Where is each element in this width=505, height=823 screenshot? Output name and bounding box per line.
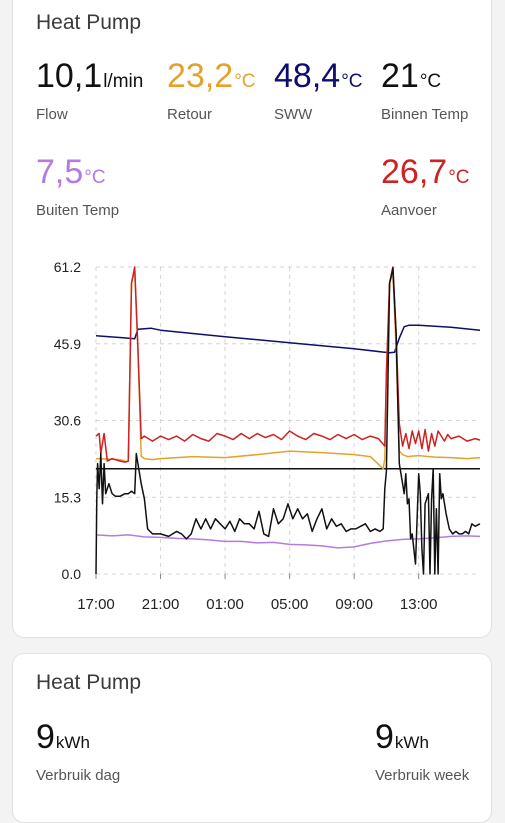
buiten-temp-value-row: 7,5°C bbox=[36, 155, 119, 189]
x-tick-label: 21:00 bbox=[142, 596, 180, 613]
x-tick-label: 13:00 bbox=[400, 596, 438, 613]
y-tick-label: 0.0 bbox=[62, 566, 82, 582]
verbruik-week-stat[interactable]: 9kWh Verbruik week bbox=[375, 720, 469, 784]
series-line-flow bbox=[95, 267, 481, 575]
buiten-temp-label: Buiten Temp bbox=[36, 202, 120, 219]
flow-value: 10,1 bbox=[36, 57, 103, 95]
verbruik-week-label: Verbruik week bbox=[375, 767, 470, 784]
verbruik-week-value-row: 9kWh bbox=[375, 720, 469, 754]
aanvoer-unit: °C bbox=[448, 167, 470, 188]
aanvoer-value: 26,7 bbox=[381, 153, 448, 191]
aanvoer-label: Aanvoer bbox=[381, 202, 437, 219]
verbruik-week-value: 9 bbox=[375, 718, 394, 756]
x-tick-label: 05:00 bbox=[271, 596, 309, 613]
series-line-sww bbox=[95, 324, 481, 354]
x-tick-label: 09:00 bbox=[335, 596, 373, 613]
energy-card: Heat Pump 9kWh Verbruik dag 9kWh Verbrui… bbox=[12, 653, 492, 823]
sww-stat[interactable]: 48,4°C SWW bbox=[274, 59, 363, 123]
y-tick-label: 61.2 bbox=[54, 259, 81, 275]
binnen-temp-label: Binnen Temp bbox=[381, 106, 469, 123]
card-title-energy: Heat Pump bbox=[36, 671, 142, 694]
y-tick-label: 15.3 bbox=[54, 489, 81, 505]
verbruik-dag-label: Verbruik dag bbox=[36, 767, 121, 784]
binnen-temp-value-row: 21°C bbox=[381, 59, 468, 93]
flow-value-row: 10,1l/min bbox=[36, 59, 143, 93]
binnen-temp-value: 21 bbox=[381, 57, 419, 95]
buiten-temp-value: 7,5 bbox=[36, 153, 84, 191]
verbruik-dag-value: 9 bbox=[36, 718, 55, 756]
retour-label: Retour bbox=[167, 106, 213, 123]
heat-pump-card: Heat Pump 10,1l/min Flow 23,2°C Retour 4… bbox=[12, 0, 492, 638]
verbruik-dag-stat[interactable]: 9kWh Verbruik dag bbox=[36, 720, 120, 784]
history-chart[interactable]: 0.0 15.3 30.6 45.9 61.2 17:00 21:00 01:00 05:00 0… bbox=[13, 0, 493, 637]
y-tick-label: 30.6 bbox=[54, 413, 81, 429]
sww-label: SWW bbox=[274, 106, 313, 123]
flow-label: Flow bbox=[36, 106, 68, 123]
verbruik-dag-value-row: 9kWh bbox=[36, 720, 120, 754]
buiten-temp-unit: °C bbox=[84, 167, 106, 188]
flow-unit: l/min bbox=[103, 71, 144, 92]
sww-value: 48,4 bbox=[274, 57, 341, 95]
x-tick-label: 17:00 bbox=[77, 596, 115, 613]
y-tick-label: 45.9 bbox=[54, 336, 81, 352]
sww-unit: °C bbox=[341, 71, 363, 92]
series-line-retour bbox=[95, 269, 481, 470]
aanvoer-value-row: 26,7°C bbox=[381, 155, 470, 189]
binnen-temp-stat[interactable]: 21°C Binnen Temp bbox=[381, 59, 468, 123]
binnen-temp-unit: °C bbox=[419, 71, 442, 92]
flow-stat[interactable]: 10,1l/min Flow bbox=[36, 59, 143, 123]
retour-unit: °C bbox=[234, 71, 256, 92]
series-line-aanvoer bbox=[95, 266, 481, 463]
verbruik-week-unit: kWh bbox=[394, 733, 429, 752]
verbruik-dag-unit: kWh bbox=[55, 733, 90, 752]
retour-value: 23,2 bbox=[167, 57, 234, 95]
series-line-buiten-temp bbox=[95, 534, 481, 549]
card-title: Heat Pump bbox=[36, 11, 142, 34]
sww-value-row: 48,4°C bbox=[274, 59, 363, 93]
retour-stat[interactable]: 23,2°C Retour bbox=[167, 59, 256, 123]
buiten-temp-stat[interactable]: 7,5°C Buiten Temp bbox=[36, 155, 119, 219]
x-tick-label: 01:00 bbox=[206, 596, 244, 613]
retour-value-row: 23,2°C bbox=[167, 59, 256, 93]
aanvoer-stat[interactable]: 26,7°C Aanvoer bbox=[381, 155, 470, 219]
